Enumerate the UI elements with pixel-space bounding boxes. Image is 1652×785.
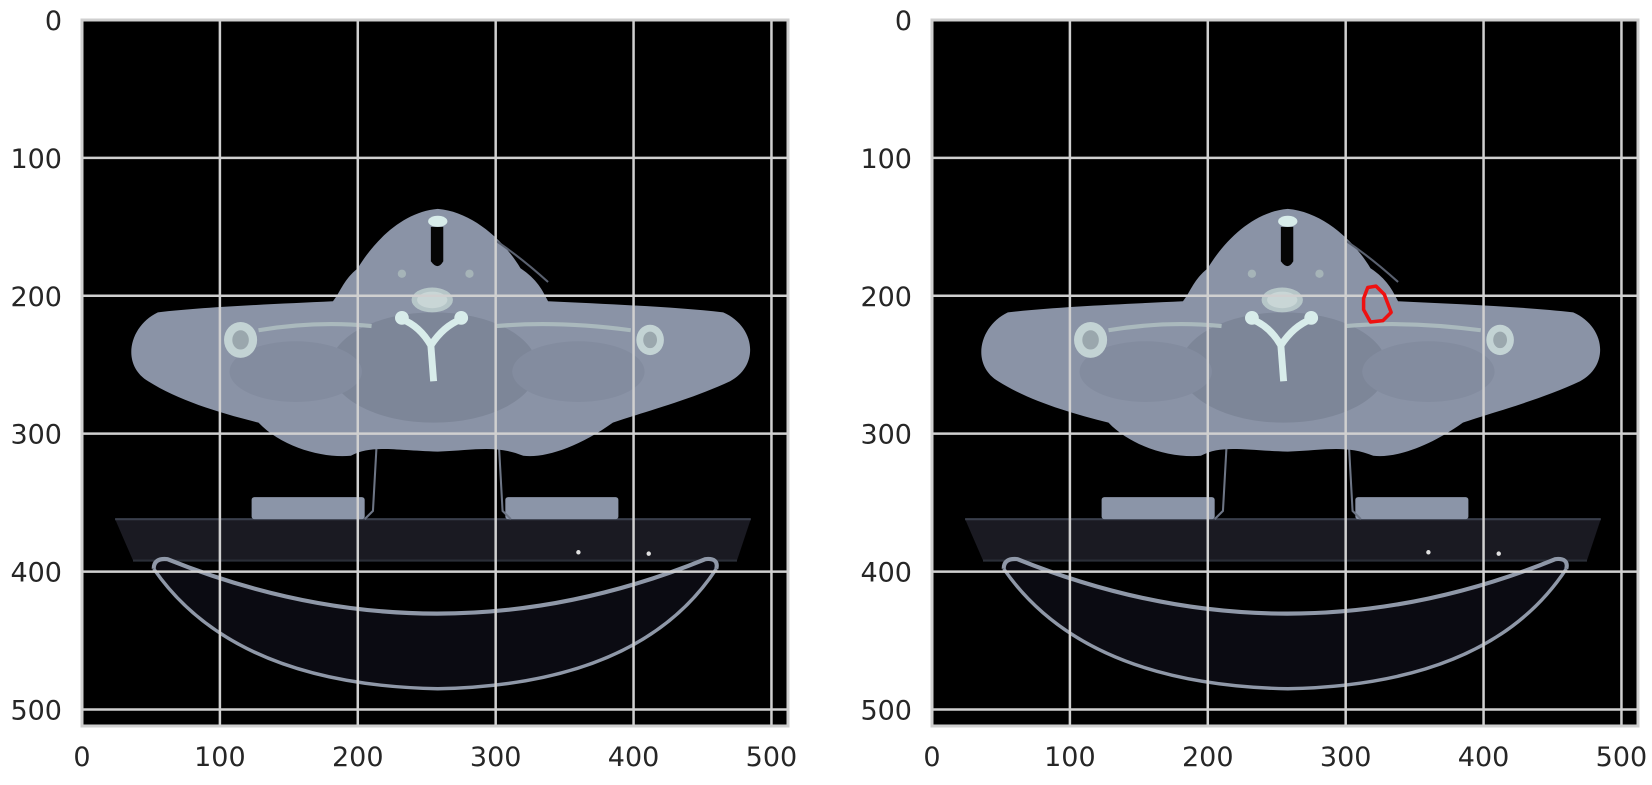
y-tick-label: 500 (10, 695, 62, 726)
segmentation-contour (1361, 284, 1393, 324)
x-tick-label: 200 (1182, 742, 1234, 773)
tick-labels-right: 0 100 200 300 400 500 0 100 200 300 400 500 (860, 6, 1647, 773)
grid-right (932, 20, 1638, 726)
panel-left: 0 100 200 300 400 500 0 100 200 300 400 500 (10, 6, 797, 773)
y-tick-label: 100 (860, 144, 912, 175)
grid-left (82, 20, 788, 726)
ct-image (82, 20, 788, 726)
axes-frame-right (930, 18, 1640, 728)
x-tick-label: 200 (332, 742, 384, 773)
x-tick-label: 100 (1044, 742, 1096, 773)
y-tick-label: 500 (860, 695, 912, 726)
y-tick-label: 400 (860, 558, 912, 589)
x-tick-label: 500 (746, 742, 798, 773)
ct-image (932, 20, 1638, 726)
y-tick-label: 200 (10, 282, 62, 313)
y-tick-label: 0 (895, 6, 912, 37)
x-tick-label: 500 (1596, 742, 1648, 773)
x-tick-label: 300 (1320, 742, 1372, 773)
axes-frame-left (80, 18, 790, 728)
y-tick-label: 300 (860, 420, 912, 451)
y-tick-label: 200 (860, 282, 912, 313)
panel-right: 0 100 200 300 400 500 0 100 200 300 400 500 (860, 6, 1647, 773)
x-tick-label: 0 (73, 742, 90, 773)
x-tick-label: 400 (1458, 742, 1510, 773)
y-tick-label: 100 (10, 144, 62, 175)
y-tick-label: 0 (45, 6, 62, 37)
y-tick-label: 300 (10, 420, 62, 451)
tick-labels-left: 0 100 200 300 400 500 0 100 200 300 400 500 (10, 6, 797, 773)
x-tick-label: 400 (608, 742, 660, 773)
x-tick-label: 0 (923, 742, 940, 773)
x-tick-label: 100 (194, 742, 246, 773)
y-tick-label: 400 (10, 558, 62, 589)
x-tick-label: 300 (470, 742, 522, 773)
